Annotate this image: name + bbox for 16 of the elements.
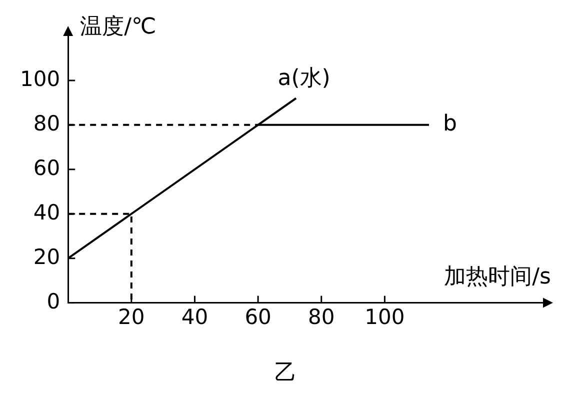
y-tick-label: 60 [33, 156, 60, 180]
text: 乙 [274, 360, 297, 386]
series-label: b [443, 112, 457, 137]
series-label: a(水) [278, 66, 330, 91]
y-axis-title: 温度/℃ [80, 14, 156, 40]
y-tick-label: 80 [33, 111, 60, 136]
x-axis-title: 加热时间/s [444, 264, 551, 290]
x-tick-label: 40 [181, 304, 208, 329]
y-tick-label: 20 [33, 244, 60, 269]
x-tick-label: 20 [118, 304, 145, 329]
x-tick-label: 80 [308, 304, 335, 329]
x-tick-label: 60 [244, 304, 272, 329]
x-tick-label: 100 [364, 304, 405, 329]
y-tick-label: 100 [20, 66, 60, 91]
y-tick-label: 40 [33, 200, 60, 224]
y-tick-label: 0 [46, 289, 60, 314]
